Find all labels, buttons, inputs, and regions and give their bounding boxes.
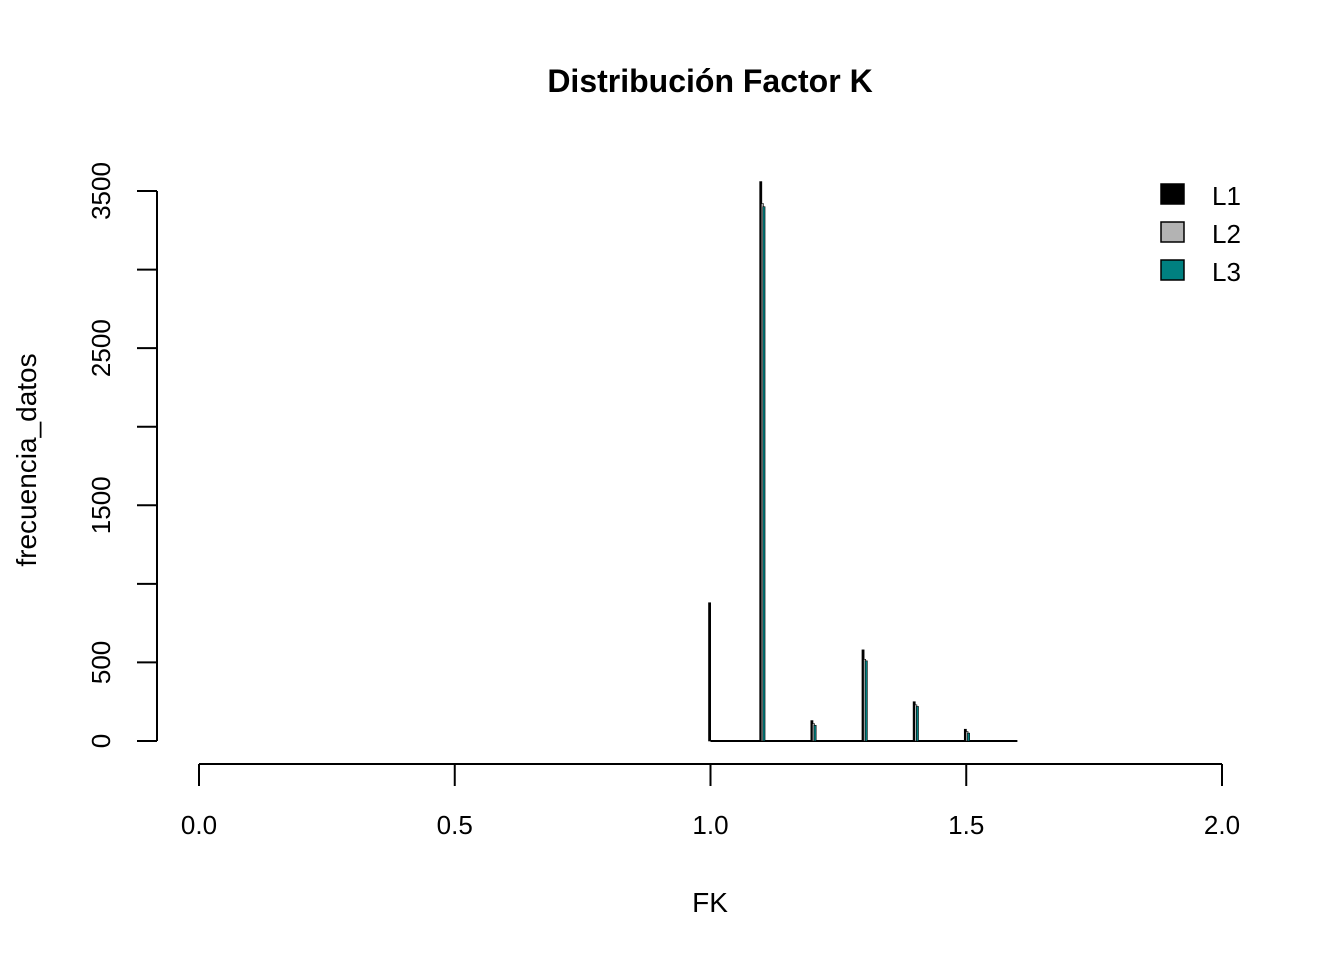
- y-tick-label: 2500: [86, 319, 116, 377]
- y-axis: 0 500 1500 2500 3500: [86, 162, 158, 748]
- x-axis: 0.0 0.5 1.0 1.5 2.0: [181, 763, 1240, 840]
- x-tick-label: 0.0: [181, 810, 217, 840]
- bar-L3-1.2: [813, 724, 817, 742]
- y-axis-label: frecuencia_datos: [11, 353, 42, 566]
- legend-swatch-L3: [1160, 259, 1185, 281]
- y-tick-label: 0: [86, 734, 116, 748]
- bars: [708, 181, 1018, 742]
- legend-swatch-L2: [1160, 221, 1185, 243]
- y-tick-label: 1500: [86, 476, 116, 534]
- chart-title: Distribución Factor K: [547, 63, 872, 99]
- x-axis-label: FK: [692, 887, 728, 918]
- x-tick-label: 2.0: [1204, 810, 1240, 840]
- x-tick-label: 0.5: [437, 810, 473, 840]
- x-tick-label: 1.0: [692, 810, 728, 840]
- legend-label-L1: L1: [1212, 181, 1241, 211]
- legend-label-L3: L3: [1212, 257, 1241, 287]
- legend-swatch-L1: [1160, 183, 1185, 205]
- x-tick-label: 1.5: [948, 810, 984, 840]
- y-tick-label: 3500: [86, 162, 116, 220]
- bar-L3-1.4: [915, 706, 919, 742]
- bar-L3-1.3: [864, 660, 868, 742]
- bar-L1-1: [708, 602, 712, 742]
- legend-label-L2: L2: [1212, 219, 1241, 249]
- bar-L3-1.5: [967, 732, 970, 742]
- y-tick-label: 500: [86, 641, 116, 684]
- legend: L1 L2 L3: [1160, 181, 1241, 287]
- bar-L3-1.1: [762, 206, 766, 742]
